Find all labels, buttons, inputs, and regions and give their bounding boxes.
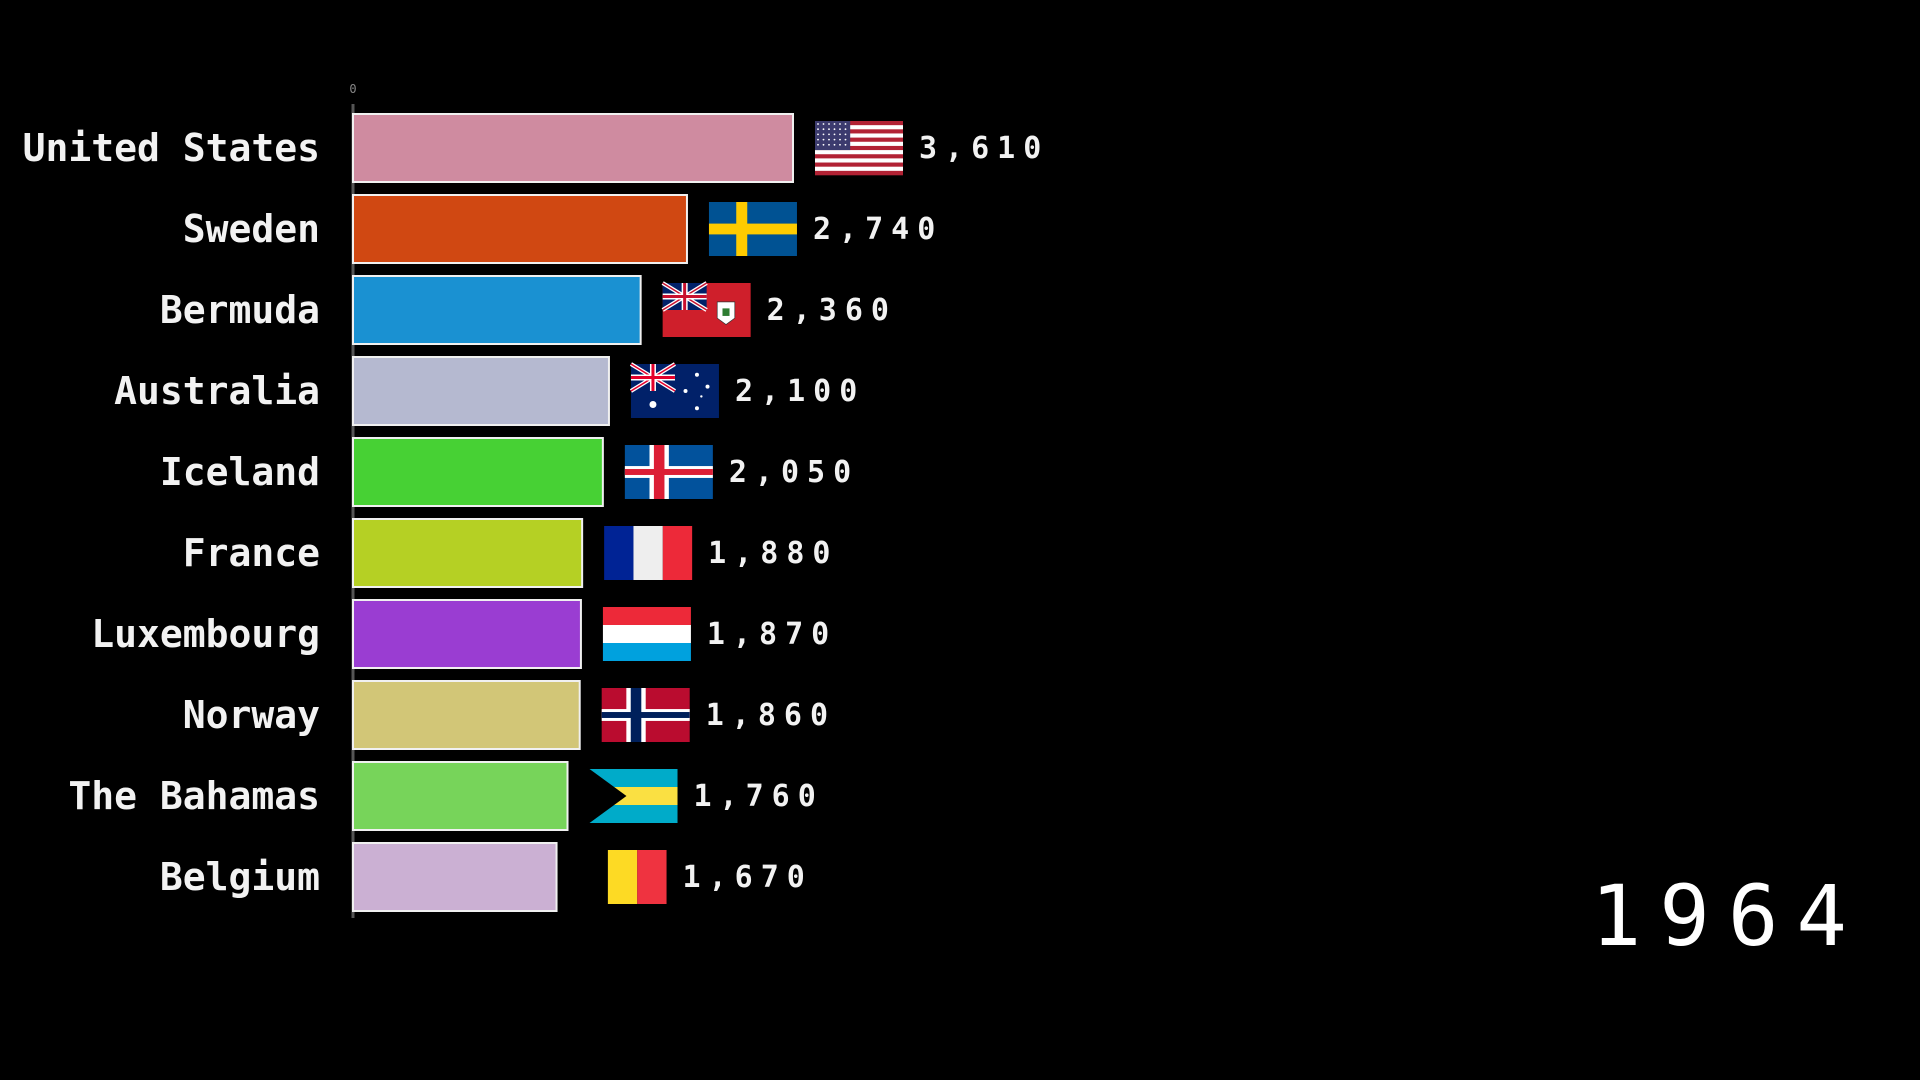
bahamas-flag-icon [589, 769, 678, 823]
value-label: 2,050 [729, 455, 859, 490]
value-label: 1,670 [683, 860, 813, 895]
belgium-flag-icon [578, 850, 667, 904]
category-label: Iceland [160, 450, 320, 494]
bar [352, 356, 610, 426]
value-label: 2,100 [735, 374, 865, 409]
australia-flag-icon [629, 362, 719, 418]
bar-row: Australia 2,100 [114, 356, 865, 426]
luxembourg-flag-icon [602, 607, 691, 661]
value-label: 1,870 [707, 617, 837, 652]
value-label: 1,880 [708, 536, 838, 571]
category-label: United States [23, 126, 320, 170]
bar [352, 113, 794, 183]
france-flag-icon [604, 526, 693, 580]
year-label: 1964 [1591, 867, 1865, 965]
norway-flag-icon [601, 688, 690, 742]
bar-row: Iceland 2,050 [160, 437, 859, 507]
bar [352, 275, 642, 345]
category-label: Australia [114, 369, 320, 413]
sweden-flag-icon [708, 202, 797, 256]
bar [352, 518, 584, 588]
bar-row: Belgium 1,670 [160, 842, 813, 912]
bar-row: Luxembourg 1,870 [91, 599, 837, 669]
bar [352, 437, 604, 507]
value-label: 3,610 [919, 131, 1049, 166]
bar [352, 599, 582, 669]
value-label: 1,760 [694, 779, 824, 814]
value-label: 2,360 [767, 293, 897, 328]
us-flag-icon [815, 121, 903, 176]
bar [352, 761, 569, 831]
category-label: The Bahamas [68, 774, 320, 818]
category-label: France [183, 531, 320, 575]
category-label: Norway [183, 693, 320, 737]
bar [352, 842, 558, 912]
value-label: 1,860 [706, 698, 836, 733]
axis-tick-0: 0 [349, 82, 356, 96]
bar-row: Sweden 2,740 [183, 194, 943, 264]
bar [352, 680, 581, 750]
iceland-flag-icon [624, 445, 713, 499]
bar-row: United States 3,610 [23, 113, 1049, 183]
category-label: Luxembourg [91, 612, 320, 656]
value-label: 2,740 [813, 212, 943, 247]
category-label: Bermuda [160, 288, 320, 332]
bar-row: Norway 1,860 [183, 680, 836, 750]
bar-row: The Bahamas 1,760 [68, 761, 824, 831]
bar [352, 194, 688, 264]
category-label: Belgium [160, 855, 320, 899]
bermuda-flag-icon [661, 281, 751, 337]
bar-row: Bermuda 2,360 [160, 275, 897, 345]
bar-row: France 1,880 [183, 518, 838, 588]
category-label: Sweden [183, 207, 320, 251]
